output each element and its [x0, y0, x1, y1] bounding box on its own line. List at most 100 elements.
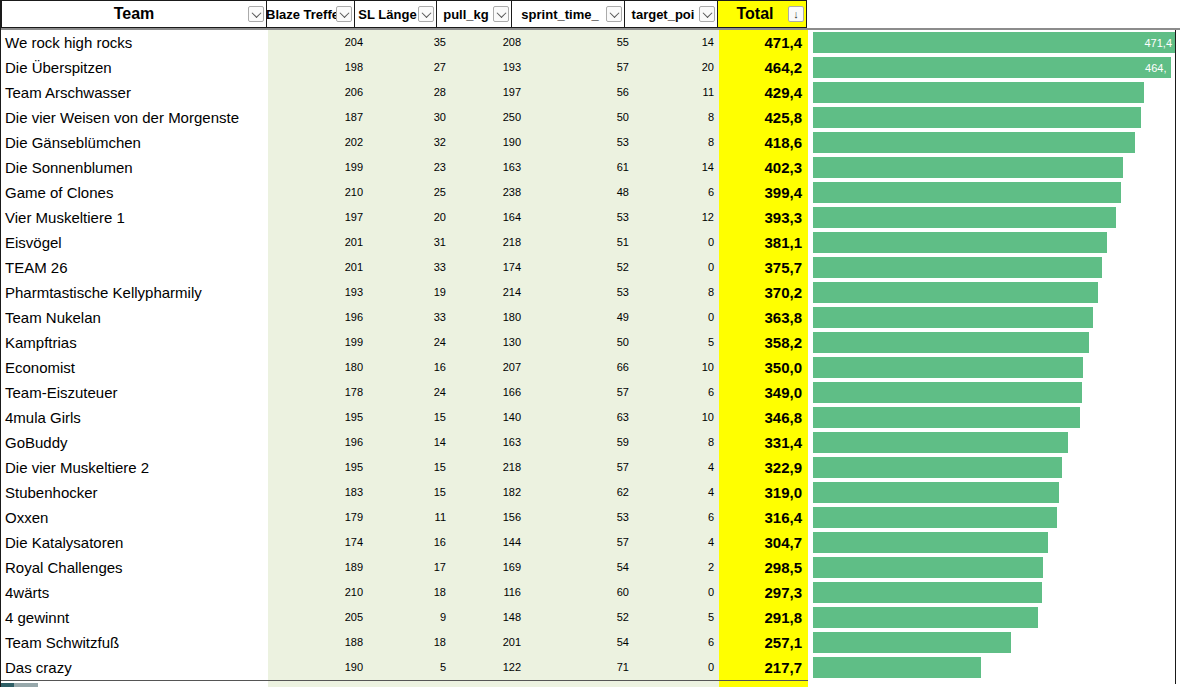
team-cell[interactable]: GoBuddy	[1, 430, 268, 455]
blaze-treffer-cell[interactable]: 180	[268, 355, 368, 380]
pull-kg-cell[interactable]: 116	[451, 580, 526, 605]
sl_laenge-filter-button[interactable]	[418, 6, 434, 22]
blaze-treffer-cell[interactable]: 190	[268, 655, 368, 680]
header-cell-sl_laenge[interactable]: SL Länge	[355, 0, 437, 28]
blaze-treffer-cell[interactable]: 199	[268, 330, 368, 355]
header-cell-pull_kg[interactable]: pull_kg	[437, 0, 512, 28]
sl-laenge-cell[interactable]: 33	[368, 305, 451, 330]
sl-laenge-cell[interactable]: 15	[368, 405, 451, 430]
sprint-time-cell[interactable]: 55	[526, 30, 634, 55]
total-cell[interactable]: 429,4	[719, 80, 808, 105]
total-cell[interactable]: 346,8	[719, 405, 808, 430]
total-cell[interactable]: 375,7	[719, 255, 808, 280]
pull_kg-filter-button[interactable]	[493, 6, 509, 22]
pull-kg-cell[interactable]: 197	[451, 80, 526, 105]
sprint-time-cell[interactable]: 54	[526, 630, 634, 655]
sl-laenge-cell[interactable]: 35	[368, 30, 451, 55]
sl-laenge-cell[interactable]: 15	[368, 455, 451, 480]
target-points-cell[interactable]: 0	[634, 255, 719, 280]
team-cell[interactable]: Team Arschwasser	[1, 80, 268, 105]
sl-laenge-cell[interactable]: 17	[368, 555, 451, 580]
sl-laenge-cell[interactable]: 18	[368, 580, 451, 605]
pull-kg-cell[interactable]: 144	[451, 530, 526, 555]
blaze-treffer-cell[interactable]: 206	[268, 80, 368, 105]
team-cell[interactable]: Die Gänseblümchen	[1, 130, 268, 155]
target-points-cell[interactable]: 8	[634, 130, 719, 155]
sprint-time-cell[interactable]: 53	[526, 205, 634, 230]
header-cell-total[interactable]: Total↓	[718, 0, 807, 28]
team-cell[interactable]: Eisvögel	[1, 230, 268, 255]
pull-kg-cell[interactable]: 201	[451, 630, 526, 655]
target_points-filter-button[interactable]	[699, 6, 715, 22]
total-cell[interactable]: 350,0	[719, 355, 808, 380]
blaze-treffer-cell[interactable]: 210	[268, 580, 368, 605]
total-cell[interactable]: 217,7	[719, 655, 808, 680]
team-cell[interactable]: Stubenhocker	[1, 480, 268, 505]
total-cell[interactable]: 331,4	[719, 430, 808, 455]
total-cell[interactable]: 291,8	[719, 605, 808, 630]
total-cell[interactable]: 319,0	[719, 480, 808, 505]
pull-kg-cell[interactable]: 182	[451, 480, 526, 505]
blaze-treffer-cell[interactable]: 193	[268, 280, 368, 305]
header-cell-sprint_time[interactable]: sprint_time_	[512, 0, 625, 28]
total-cell[interactable]: 471,4	[719, 30, 808, 55]
sl-laenge-cell[interactable]: 9	[368, 605, 451, 630]
target-points-cell[interactable]: 0	[634, 655, 719, 680]
team-cell[interactable]: 4wärts	[1, 580, 268, 605]
sprint-time-cell[interactable]: 66	[526, 355, 634, 380]
pull-kg-cell[interactable]: 238	[451, 180, 526, 205]
blaze_treffer-filter-button[interactable]	[336, 6, 352, 22]
target-points-cell[interactable]: 6	[634, 380, 719, 405]
blaze-treffer-cell[interactable]: 174	[268, 530, 368, 555]
target-points-cell[interactable]: 4	[634, 530, 719, 555]
pull-kg-cell[interactable]: 140	[451, 405, 526, 430]
total-cell[interactable]: 393,3	[719, 205, 808, 230]
total-cell[interactable]: 358,2	[719, 330, 808, 355]
target-points-cell[interactable]: 11	[634, 80, 719, 105]
team-cell[interactable]: Economist	[1, 355, 268, 380]
sl-laenge-cell[interactable]: 23	[368, 155, 451, 180]
team-cell[interactable]: Pharmtastische Kellypharmily	[1, 280, 268, 305]
sprint_time-filter-button[interactable]	[606, 6, 622, 22]
total-cell[interactable]: 381,1	[719, 230, 808, 255]
pull-kg-cell[interactable]: 174	[451, 255, 526, 280]
sl-laenge-cell[interactable]: 11	[368, 505, 451, 530]
total-cell[interactable]: 322,9	[719, 455, 808, 480]
sl-laenge-cell[interactable]: 5	[368, 655, 451, 680]
blaze-treffer-cell[interactable]: 183	[268, 480, 368, 505]
target-points-cell[interactable]: 6	[634, 630, 719, 655]
total-cell[interactable]: 257,1	[719, 630, 808, 655]
sprint-time-cell[interactable]: 63	[526, 405, 634, 430]
pull-kg-cell[interactable]: 169	[451, 555, 526, 580]
team-cell[interactable]: Das crazy	[1, 655, 268, 680]
sprint-time-cell[interactable]: 50	[526, 105, 634, 130]
blaze-treffer-cell[interactable]: 189	[268, 555, 368, 580]
team-cell[interactable]: TEAM 26	[1, 255, 268, 280]
team-cell[interactable]: 4 gewinnt	[1, 605, 268, 630]
sprint-time-cell[interactable]: 49	[526, 305, 634, 330]
sl-laenge-cell[interactable]: 24	[368, 330, 451, 355]
total-cell[interactable]: 418,6	[719, 130, 808, 155]
team-cell[interactable]: Die Sonnenblumen	[1, 155, 268, 180]
blaze-treffer-cell[interactable]: 198	[268, 55, 368, 80]
blaze-treffer-cell[interactable]: 187	[268, 105, 368, 130]
team-cell[interactable]: Team Nukelan	[1, 305, 268, 330]
pull-kg-cell[interactable]: 156	[451, 505, 526, 530]
blaze-treffer-cell[interactable]: 195	[268, 405, 368, 430]
team-cell[interactable]: Team Schwitzfuß	[1, 630, 268, 655]
team-filter-button[interactable]	[248, 6, 264, 22]
blaze-treffer-cell[interactable]: 210	[268, 180, 368, 205]
blaze-treffer-cell[interactable]: 201	[268, 230, 368, 255]
blaze-treffer-cell[interactable]: 195	[268, 455, 368, 480]
target-points-cell[interactable]: 8	[634, 280, 719, 305]
blaze-treffer-cell[interactable]: 204	[268, 30, 368, 55]
pull-kg-cell[interactable]: 163	[451, 155, 526, 180]
target-points-cell[interactable]: 8	[634, 430, 719, 455]
total-cell[interactable]: 363,8	[719, 305, 808, 330]
blaze-treffer-cell[interactable]: 179	[268, 505, 368, 530]
total-cell[interactable]: 464,2	[719, 55, 808, 80]
sl-laenge-cell[interactable]: 20	[368, 205, 451, 230]
target-points-cell[interactable]: 6	[634, 505, 719, 530]
sl-laenge-cell[interactable]: 14	[368, 430, 451, 455]
target-points-cell[interactable]: 4	[634, 455, 719, 480]
